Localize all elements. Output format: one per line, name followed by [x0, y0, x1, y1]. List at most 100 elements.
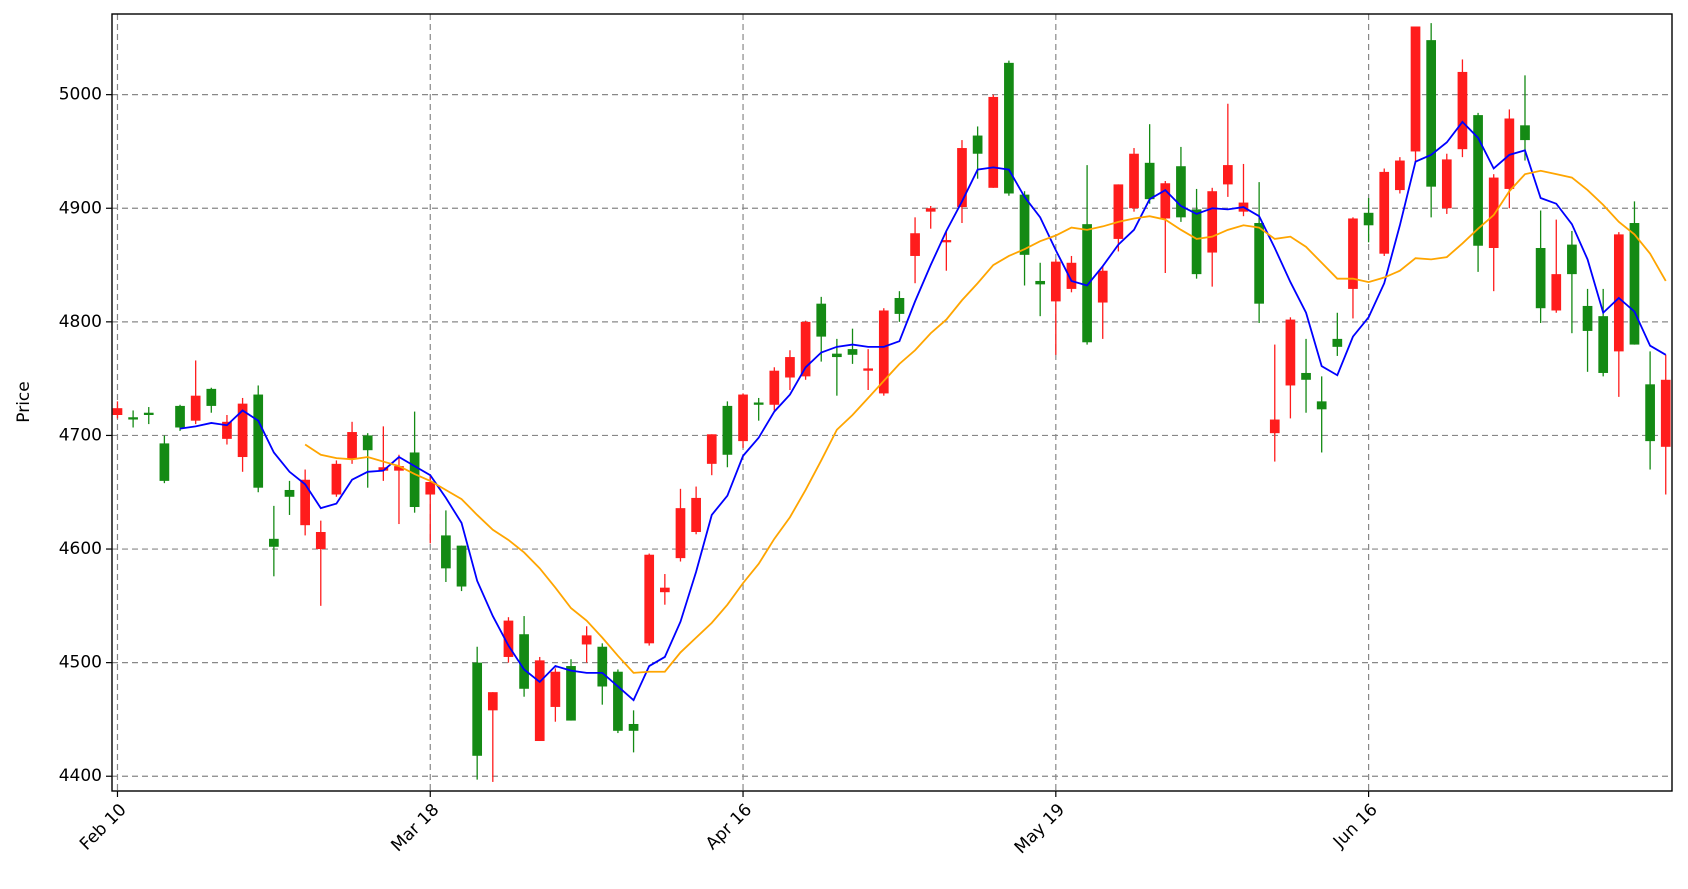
candle-body	[1004, 62, 1014, 194]
candle-body	[1254, 223, 1264, 304]
candle-body	[1097, 270, 1108, 303]
moving-average-line	[304, 169, 1667, 674]
candle-body	[659, 587, 670, 593]
candle-body	[441, 535, 451, 569]
candle-body	[1113, 184, 1124, 239]
candle-body	[1551, 274, 1562, 311]
candle-body	[1363, 212, 1374, 226]
x-tick-label: Feb 10	[76, 800, 131, 855]
candle-body	[1223, 165, 1233, 185]
candle-body	[925, 208, 936, 212]
candle-body	[1129, 153, 1139, 209]
candle-body	[1629, 223, 1640, 345]
moving-average-line	[179, 120, 1667, 702]
candle-body	[1395, 160, 1405, 191]
candle-body	[269, 538, 279, 547]
candle-body	[159, 443, 170, 481]
candle-body	[456, 545, 467, 587]
candle-body	[1488, 177, 1499, 249]
y-tick-label: 4700	[59, 425, 102, 445]
y-tick-label: 5000	[59, 85, 102, 105]
candle-body	[910, 233, 920, 256]
plot-frame	[111, 13, 1673, 792]
candle-body	[863, 368, 873, 371]
candle-body	[1348, 218, 1358, 289]
candle-body	[832, 353, 842, 358]
y-tick-label: 4500	[59, 653, 102, 673]
candle-body	[1457, 71, 1468, 150]
candle-body	[878, 310, 889, 394]
candle-body	[347, 432, 357, 460]
candle-body	[1504, 118, 1515, 189]
candle-body	[785, 357, 795, 378]
candle-body	[1520, 125, 1530, 141]
candle-body	[1066, 262, 1077, 289]
candle-body	[1191, 209, 1202, 275]
y-tick-label: 4900	[59, 198, 102, 218]
candle-body	[1269, 419, 1280, 434]
candle-body	[206, 388, 217, 406]
candle-body	[1301, 372, 1311, 380]
x-tick-label: Jun 16	[1329, 800, 1382, 853]
candle-body	[988, 96, 999, 188]
candle-body	[315, 532, 326, 550]
candle-body	[362, 435, 373, 451]
candle-body	[1613, 234, 1624, 352]
candle-body	[1160, 183, 1171, 219]
x-tick-label: Apr 16	[702, 800, 756, 854]
candle-body	[237, 403, 248, 458]
candle-body	[738, 394, 748, 442]
candle-body	[394, 466, 404, 471]
candle-body	[472, 662, 483, 756]
candle-body	[1082, 224, 1092, 343]
candle-body	[253, 394, 264, 488]
candle-body	[128, 417, 138, 420]
candle-body	[1207, 191, 1218, 253]
candle-body	[1598, 316, 1609, 373]
candle-body	[112, 408, 123, 415]
x-tick-label: May 19	[1011, 800, 1069, 858]
candle-body	[1035, 280, 1046, 285]
candle-body	[972, 135, 983, 154]
candle-body	[519, 634, 529, 689]
y-tick-label: 4400	[59, 766, 102, 786]
candle-body	[1426, 40, 1437, 187]
candle-body	[1473, 115, 1483, 246]
candle-body	[800, 321, 811, 377]
candle-body	[1144, 162, 1155, 200]
y-tick-label: 4800	[59, 312, 102, 332]
candle-body	[957, 148, 967, 208]
candle-body	[706, 434, 717, 464]
candle-body	[550, 671, 561, 707]
candle-body	[175, 405, 185, 428]
candle-body	[644, 554, 655, 644]
candle-body	[143, 412, 154, 415]
candle-body	[1176, 166, 1186, 218]
candle-body	[284, 489, 295, 497]
candle-body	[769, 370, 780, 405]
candle-body	[722, 405, 733, 455]
candle-body	[816, 303, 827, 337]
candle-body	[753, 402, 764, 405]
candle-body	[1441, 159, 1452, 209]
candle-body	[1379, 171, 1390, 254]
candle-body	[378, 467, 389, 471]
candle-body	[894, 297, 905, 314]
candle-body	[222, 421, 232, 439]
candle-body	[1410, 26, 1421, 152]
candle-body	[581, 635, 592, 645]
candle-body	[847, 349, 858, 355]
candle-body	[1660, 379, 1671, 447]
candle-body	[675, 508, 686, 559]
candle-body	[1019, 194, 1030, 255]
candle-body	[331, 463, 342, 495]
candle-body	[425, 482, 436, 495]
candle-body	[566, 666, 576, 721]
candle-body	[691, 497, 701, 532]
candle-body	[190, 395, 201, 421]
candle-body	[1567, 244, 1577, 275]
candle-body	[487, 692, 498, 711]
candle-body	[1535, 248, 1546, 309]
candle-body	[409, 452, 420, 508]
